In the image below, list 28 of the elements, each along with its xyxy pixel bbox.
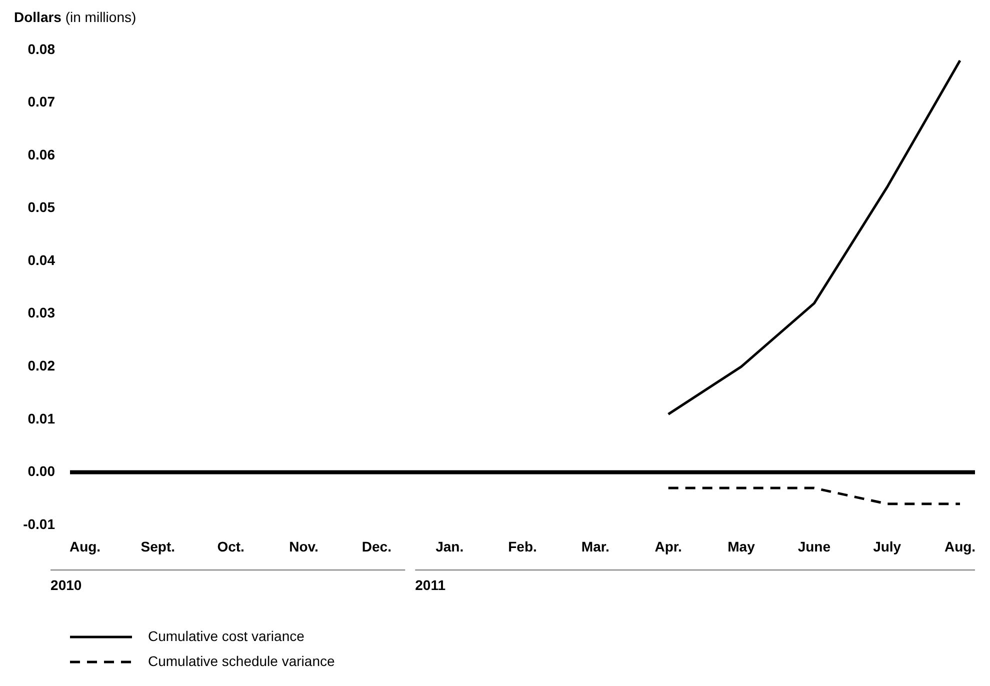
x-tick-label: Mar. bbox=[581, 538, 610, 554]
x-tick-label: Sept. bbox=[140, 538, 176, 554]
y-tick-label: 0.08 bbox=[28, 40, 56, 57]
y-tick-label: 0.06 bbox=[28, 146, 56, 162]
y-tick-label: 0.02 bbox=[28, 358, 56, 374]
text: 2010 bbox=[50, 577, 82, 593]
x-tick-label: Aug. bbox=[69, 538, 101, 554]
y-tick-label: -0.01 bbox=[23, 516, 56, 532]
x-tick-label: Apr. bbox=[654, 538, 682, 554]
legend-label: Cumulative schedule variance bbox=[148, 652, 335, 669]
y-axis-title: Dollars (in millions) bbox=[14, 9, 136, 25]
y-tick-label: 0.01 bbox=[28, 410, 56, 426]
x-tick-label: Nov. bbox=[289, 538, 318, 554]
x-tick-label: June bbox=[798, 538, 831, 554]
y-tick-label: 0.03 bbox=[28, 304, 56, 321]
y-tick-label: 0.00 bbox=[28, 463, 56, 480]
y-tick-label: 0.05 bbox=[28, 199, 56, 216]
x-tick-label: July bbox=[873, 538, 902, 554]
y-tick-label: 0.04 bbox=[28, 252, 56, 268]
x-tick-label: Jan. bbox=[436, 538, 464, 554]
x-tick-label: May bbox=[728, 538, 756, 554]
text: 2011 bbox=[415, 577, 446, 593]
legend-label: Cumulative cost variance bbox=[148, 628, 305, 644]
x-tick-label: Dec. bbox=[362, 538, 392, 554]
x-tick-label: Feb. bbox=[508, 538, 537, 554]
y-tick-label: 0.07 bbox=[28, 94, 56, 110]
x-tick-label: Oct. bbox=[217, 538, 244, 554]
x-tick-label: Aug. bbox=[944, 538, 976, 554]
